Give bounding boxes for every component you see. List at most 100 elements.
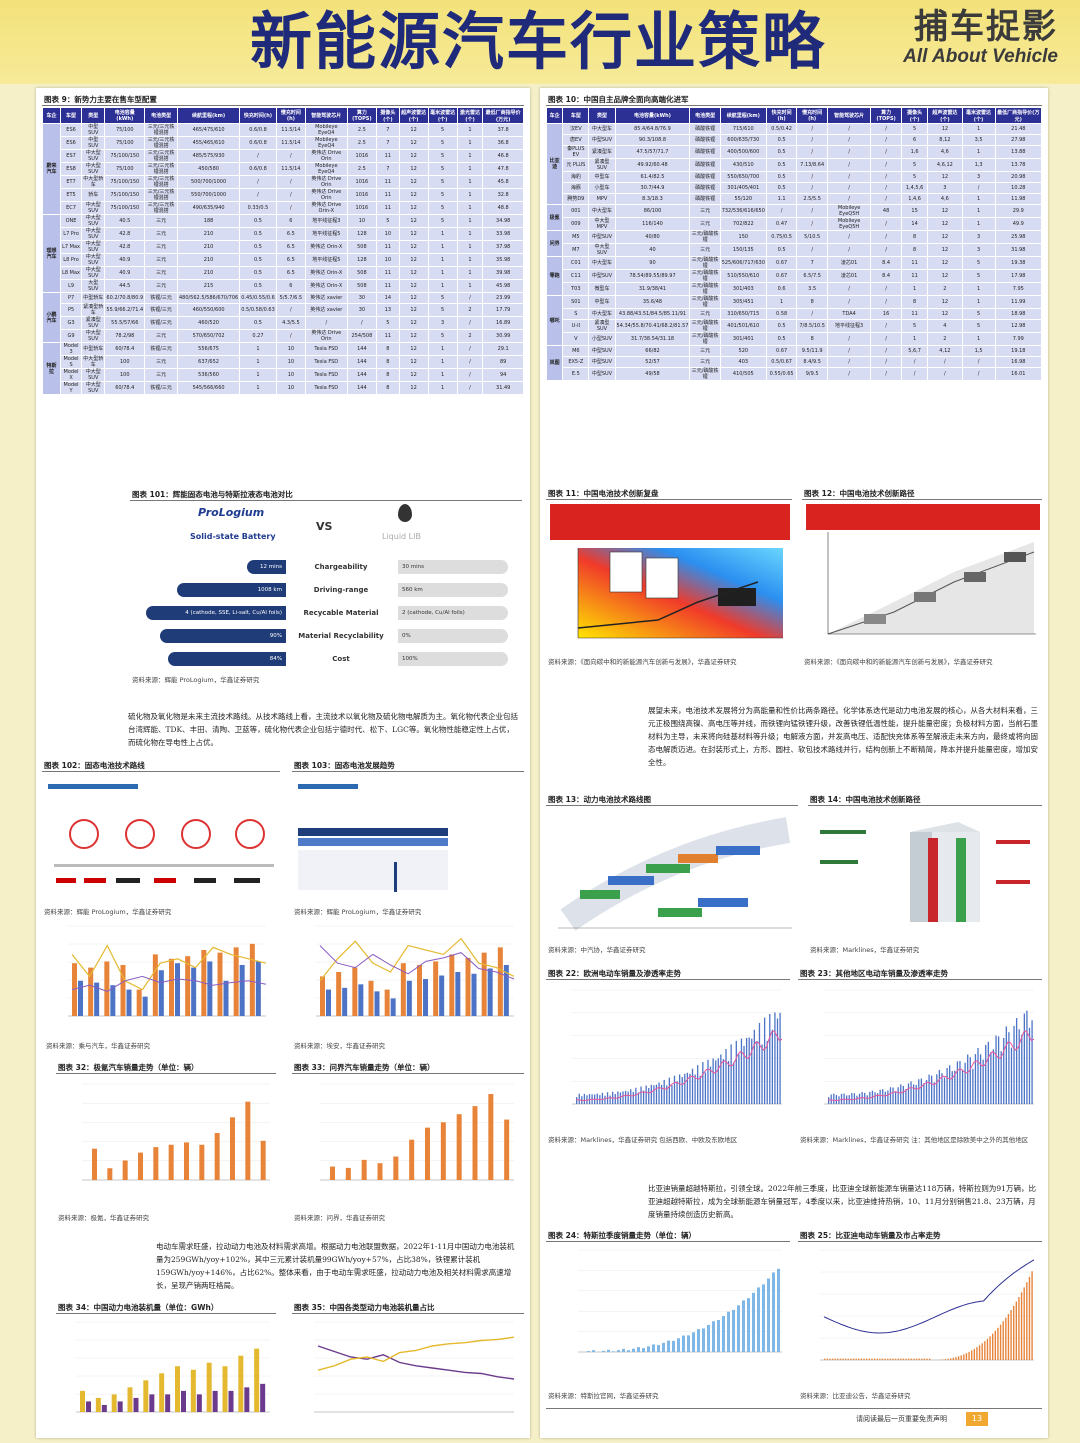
table-cell: 12 — [398, 316, 429, 330]
fig23-title: 图表 23：其他地区电动车销量及渗透率走势 — [800, 969, 949, 978]
table-row: 问界 M5 中型SUV 40/80 三元/磷酸铁锂 150 0.75/0.5 5/10.5//… — [545, 230, 1043, 257]
table-row: 秦PLUS EV 紧凑型车 47.5/57/71.7 磷酸铁锂 400/500/600 0… — [547, 145, 1043, 159]
fig102-source: 资料来源：辉能 ProLogium，华鑫证券研究 — [44, 908, 172, 916]
bar — [753, 1029, 755, 1104]
table-header-cell: 类型 — [81, 107, 106, 124]
bar — [884, 1091, 886, 1104]
table-cell: 66/82 — [614, 345, 691, 357]
table-cell: 1,6 — [900, 145, 929, 159]
table-cell: 三元/磷酸铁锂 — [689, 256, 721, 270]
bar — [699, 1075, 701, 1104]
table-cell: 三元 — [689, 308, 721, 320]
table-cell: 30 — [346, 292, 378, 304]
bar — [657, 1345, 660, 1352]
fig12-source: 资料来源：《面向碳中和的新能源汽车创新与发展》，华鑫证券研究 — [804, 658, 993, 666]
table-cell: 210 — [176, 240, 241, 254]
fig101-source: 资料来源：辉能 ProLogium，华鑫证券研究 — [132, 676, 260, 684]
table-cell: 8.4 — [870, 269, 902, 283]
bar — [471, 973, 477, 1016]
bar — [260, 1140, 266, 1180]
divider — [292, 1073, 524, 1074]
table-cell: 2 — [456, 329, 484, 343]
table-cell: 5 — [427, 175, 458, 189]
table-cell: 11 — [376, 279, 400, 293]
solid-state-bar: 1008 km — [176, 583, 286, 597]
table-cell: 5 — [961, 319, 996, 333]
table-cell: 6 — [275, 279, 306, 293]
bar — [894, 1358, 897, 1360]
table-cell: 7 — [376, 136, 400, 150]
table-cell: G9 — [59, 329, 83, 343]
bar — [766, 1040, 768, 1104]
table-cell: 三元 — [689, 217, 721, 231]
table-cell: 37.8 — [482, 123, 524, 137]
fig102-diagram — [44, 778, 280, 902]
table-cell: 三元/磷酸铁锂 — [689, 269, 721, 283]
bar — [627, 1091, 629, 1104]
table-cell: 三元/磷酸铁锂 — [689, 295, 721, 309]
fig33-chart — [294, 1078, 520, 1202]
bar — [957, 1356, 960, 1360]
combo-chart-left — [46, 920, 272, 1038]
table-cell: 48 — [870, 204, 902, 218]
table-cell: 10 — [376, 253, 400, 267]
table-row: 009 中大型MPV 116/140 三元 702/822 0.47/Mobileye E… — [547, 217, 1043, 231]
table-cell: 49.9 — [994, 217, 1043, 231]
table-cell: 401/501/610 — [719, 319, 767, 333]
table-cell: 150/135 — [719, 243, 767, 257]
table-cell: 254/508 — [346, 329, 378, 343]
table-cell: 1 — [427, 240, 458, 254]
table-cell: 75/100 — [104, 123, 146, 137]
table-cell: 144 — [346, 355, 378, 369]
bar — [767, 1278, 770, 1352]
fig10-title: 图表 10：中国自主品牌全面向高端化进军 — [548, 95, 689, 104]
table-header-cell: 毫米波雷达(个) — [427, 107, 458, 124]
table-cell: 三元 — [144, 329, 178, 343]
table-cell: 1 — [427, 253, 458, 267]
table-cell: 7 — [376, 123, 400, 137]
bar — [727, 1060, 730, 1104]
table-cell: 2.5 — [346, 123, 378, 137]
table-cell: 16.98 — [994, 356, 1043, 368]
bar — [949, 1065, 951, 1104]
bar — [465, 957, 471, 1016]
table-cell: 中大型SUV — [81, 201, 106, 215]
bar — [377, 1163, 383, 1180]
table-cell: 42.8 — [104, 227, 146, 241]
bar — [951, 1071, 953, 1104]
table-cell: / — [239, 188, 277, 202]
bar — [206, 1362, 212, 1412]
table-row: S 中大型车 43.88/43.51/84.5/85.11/91 三元 310/650/… — [547, 308, 1043, 320]
table-cell: 0.5/0.67 — [765, 356, 798, 368]
bar — [851, 1093, 853, 1104]
table-cell: 14 — [376, 292, 400, 304]
table-cell: Mobileye EyeQ4 — [304, 123, 348, 137]
table-header-cell: 类型 — [588, 107, 616, 124]
table-cell: 8 — [900, 230, 929, 244]
table-cell: / — [456, 316, 484, 330]
table-cell: 75/100/150 — [104, 201, 146, 215]
table-cell: 48.8 — [482, 201, 524, 215]
table-cell: 铁锂/三元 — [144, 381, 178, 395]
bar — [181, 1390, 186, 1412]
bar — [923, 1358, 926, 1360]
table-cell: 11 — [376, 201, 400, 215]
bar — [879, 1089, 881, 1104]
bar — [697, 1329, 700, 1352]
bar — [330, 1166, 335, 1180]
fig22-title: 图表 22：欧洲电动车销量及渗透率走势 — [548, 969, 682, 978]
bar — [747, 1298, 750, 1352]
bar — [1026, 1282, 1028, 1360]
bar — [887, 1090, 889, 1104]
bar — [995, 1035, 997, 1104]
table-cell: 2.5 — [346, 162, 378, 176]
table-cell: 三元 — [144, 279, 178, 293]
fig103-source: 资料来源：辉能 ProLogium，华鑫证券研究 — [294, 908, 422, 916]
table-header-cell: 电池类型 — [144, 107, 178, 124]
bar — [497, 947, 503, 1016]
table-cell: 460/520 — [176, 316, 241, 330]
bar — [960, 1355, 962, 1360]
bar — [944, 1359, 947, 1360]
bar — [72, 963, 77, 1016]
table-cell: 508 — [346, 279, 378, 293]
